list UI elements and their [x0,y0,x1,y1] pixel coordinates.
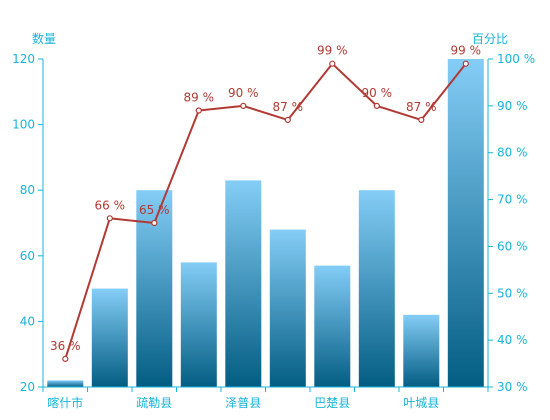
category-label: 泽普县 [225,396,261,410]
right-tick-label: 80 % [497,146,528,160]
line-point [240,102,247,110]
line-data-label: 65 % [139,203,170,217]
line-point [195,107,202,114]
line-point [284,116,291,124]
line-data-label: 90 % [362,86,393,100]
left-tick-label: 20 [20,380,35,394]
bar-5 [225,180,262,387]
line-point [106,215,113,222]
line-point [329,60,336,67]
line-point [418,116,425,124]
line-point [373,102,380,110]
line-series: 36 % 66 % 65 % 89 % 90 % 87 % 99 % 90 % 87 % 99 % [50,44,481,362]
line-point [62,355,69,362]
left-axis-name: 数量 [32,31,56,46]
line-data-label: 90 % [228,86,259,100]
bar-10 [447,59,484,387]
line-data-label: 66 % [95,198,126,212]
right-tick-label: 30 % [497,380,528,394]
line-point [462,60,469,67]
line-data-label: 87 % [273,100,304,114]
category-label: 喀什市 [47,395,83,410]
percentage-line [64,62,467,360]
left-tick-label: 100 [12,118,35,132]
line-point [151,219,158,227]
line-data-label: 99 % [451,44,482,58]
left-tick-label: 80 [20,183,35,197]
line-data-label: 87 % [406,100,437,114]
bar-6 [269,229,306,387]
line-data-label: 36 % [50,339,81,353]
right-axis-name: 百分比 [472,32,508,46]
left-tick-label: 60 [20,249,35,263]
right-tick-label: 70 % [497,193,528,207]
category-label: 巴楚县 [314,396,350,410]
right-tick-label: 100 % [497,52,535,66]
bar-3 [136,190,173,387]
right-tick-label: 50 % [497,286,528,300]
bar-9 [403,314,440,387]
bar-2 [91,288,128,387]
bar-8 [358,190,395,387]
right-tick-label: 90 % [497,99,528,113]
bar-1 [47,380,84,387]
axes: 20 40 60 80 100 120 30 % 40 % 50 % 60 % 70 % 80 % 90… [12,52,535,410]
left-tick-label: 120 [12,52,35,66]
bar-7 [314,265,351,387]
right-tick-label: 40 % [497,333,528,347]
bar-series [47,59,484,387]
line-data-label: 89 % [184,91,215,105]
bar-4 [180,262,217,387]
left-tick-label: 40 [20,314,35,328]
category-label: 叶城县 [403,396,439,410]
category-label: 疏勒县 [136,395,172,410]
right-tick-label: 60 % [497,239,528,253]
line-data-label: 99 % [317,44,348,58]
